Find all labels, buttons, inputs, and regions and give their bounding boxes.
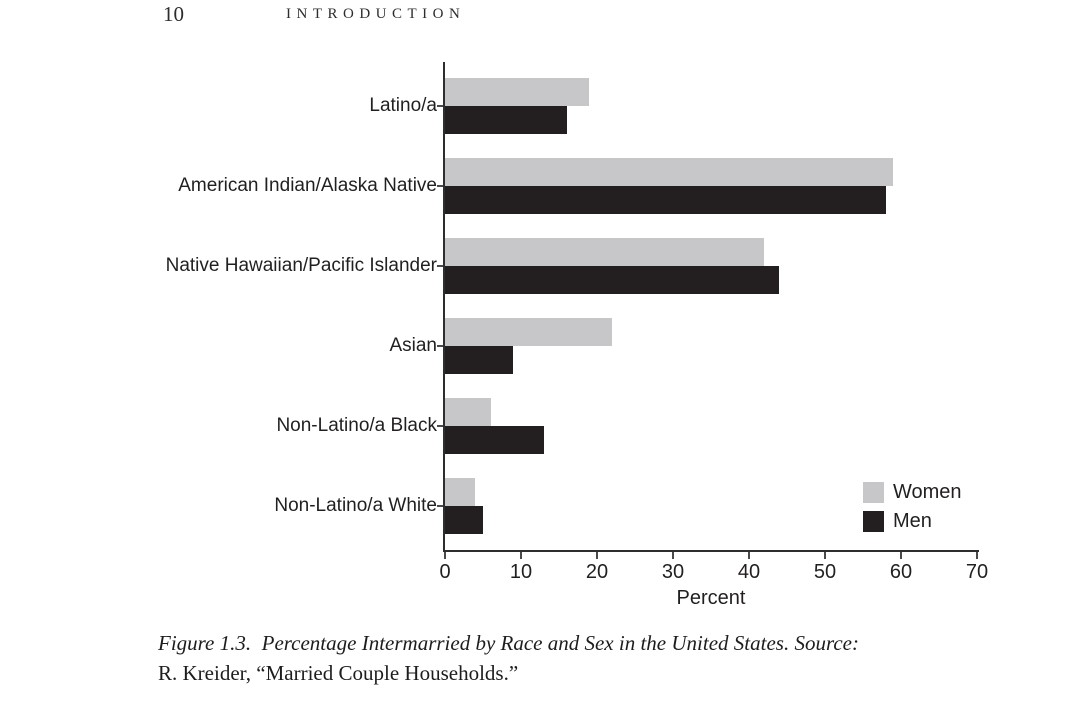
bar-women-latino-a: [445, 78, 590, 106]
category-label-non-latino-a-black: Non-Latino/a Black: [276, 415, 437, 436]
y-category-tick-non-latino-a-black: [437, 425, 443, 427]
bar-men-american-indian-alaska-native: [445, 186, 886, 214]
legend-swatch-men: [863, 511, 884, 532]
category-label-asian: Asian: [389, 335, 437, 356]
x-tick-label-20: 20: [585, 561, 609, 583]
y-category-tick-latino-a: [437, 105, 443, 107]
running-head: INTRODUCTION: [286, 6, 466, 22]
x-axis-tick-70: [976, 552, 978, 559]
category-label-american-indian-alaska-native: American Indian/Alaska Native: [178, 175, 437, 196]
x-axis-tick-40: [748, 552, 750, 559]
y-category-tick-american-indian-alaska-native: [437, 185, 443, 187]
category-label-latino-a: Latino/a: [369, 95, 437, 116]
x-axis-title: Percent: [676, 587, 746, 609]
x-tick-label-50: 50: [813, 561, 837, 583]
bar-men-asian: [445, 346, 514, 374]
bar-men-non-latino-a-white: [445, 506, 483, 534]
caption-line-2: R. Kreider, “Married Couple Households.”: [158, 661, 519, 685]
x-tick-label-70: 70: [965, 561, 989, 583]
x-tick-label-60: 60: [889, 561, 913, 583]
x-axis-line: [443, 550, 979, 552]
bar-women-non-latino-a-white: [445, 478, 476, 506]
bar-women-asian: [445, 318, 613, 346]
legend-label-women: Women: [893, 481, 962, 503]
legend-item-women: Women: [863, 482, 962, 503]
x-tick-label-10: 10: [509, 561, 533, 583]
x-axis-tick-0: [444, 552, 446, 559]
legend-label-men: Men: [893, 510, 932, 532]
figure-caption: Figure 1.3. Percentage Intermarried by R…: [158, 628, 859, 688]
x-axis-tick-50: [824, 552, 826, 559]
legend-item-men: Men: [863, 511, 962, 532]
bar-women-native-hawaiian-pacific-islander: [445, 238, 765, 266]
page-number: 10: [163, 2, 184, 26]
y-axis-line: [443, 62, 445, 552]
x-tick-label-30: 30: [661, 561, 685, 583]
y-category-tick-non-latino-a-white: [437, 505, 443, 507]
x-axis-tick-30: [672, 552, 674, 559]
y-category-tick-asian: [437, 345, 443, 347]
bar-men-latino-a: [445, 106, 567, 134]
bar-men-native-hawaiian-pacific-islander: [445, 266, 780, 294]
x-tick-label-40: 40: [737, 561, 761, 583]
y-category-tick-native-hawaiian-pacific-islander: [437, 265, 443, 267]
bar-women-american-indian-alaska-native: [445, 158, 894, 186]
x-axis-tick-20: [596, 552, 598, 559]
x-axis-tick-10: [520, 552, 522, 559]
legend-swatch-women: [863, 482, 884, 503]
bar-men-non-latino-a-black: [445, 426, 544, 454]
bar-women-non-latino-a-black: [445, 398, 491, 426]
caption-line-1: Figure 1.3. Percentage Intermarried by R…: [158, 631, 859, 655]
x-tick-label-0: 0: [439, 561, 451, 583]
category-label-non-latino-a-white: Non-Latino/a White: [274, 495, 437, 516]
chart-legend: Women Men: [863, 482, 962, 540]
page-header: 10 INTRODUCTION: [0, 2, 1080, 32]
category-label-native-hawaiian-pacific-islander: Native Hawaiian/Pacific Islander: [165, 255, 437, 276]
x-axis-tick-60: [900, 552, 902, 559]
